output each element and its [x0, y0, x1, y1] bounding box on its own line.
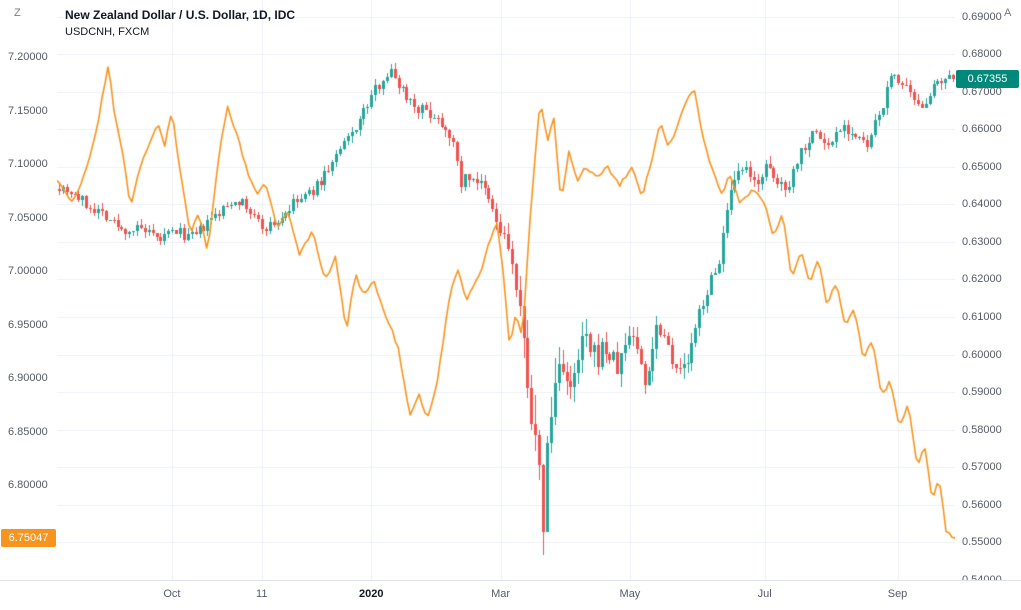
right-axis-tick: 0.67000 — [962, 85, 1002, 98]
time-axis-tick: Mar — [491, 588, 511, 600]
usdcnh-last-price-badge: 6.75047 — [1, 529, 56, 548]
right-axis-tick: 0.68000 — [962, 48, 1002, 61]
right-axis-tick: 0.64000 — [962, 198, 1002, 211]
right-axis-tick: 0.60000 — [962, 348, 1002, 361]
right-axis-tick: 0.69000 — [962, 10, 1002, 23]
right-axis-tick: 0.65000 — [962, 160, 1002, 173]
left-axis-tick: 6.90000 — [8, 372, 48, 385]
time-axis-tick: 2020 — [359, 588, 384, 600]
right-axis-tick: 0.61000 — [962, 311, 1002, 323]
left-axis-tick: 7.15000 — [8, 104, 48, 117]
left-axis-tick: 7.05000 — [8, 211, 48, 224]
left-axis-tick: 6.80000 — [8, 479, 48, 492]
left-axis-tick: 6.95000 — [8, 318, 48, 331]
left-axis-tick: 7.20000 — [8, 51, 48, 64]
time-axis-tick: May — [619, 588, 641, 600]
left-axis-tick: 6.85000 — [8, 425, 48, 438]
time-axis-tick: Jul — [757, 588, 772, 600]
timezone-button[interactable]: Z — [14, 7, 21, 19]
compare-symbol-title[interactable]: USDCNH, FXCM — [65, 26, 150, 38]
time-axis[interactable]: Oct 11 2020 Mar May Jul Sep — [0, 580, 1021, 610]
time-axis-tick: Oct — [163, 588, 181, 600]
right-price-axis[interactable]: 0.69000 0.68000 0.67000 0.66000 0.65000 0.640… — [955, 0, 1021, 586]
right-axis-tick: 0.62000 — [962, 273, 1002, 286]
symbol-title[interactable]: New Zealand Dollar / U.S. Dollar, 1D, ID… — [65, 8, 296, 22]
nzdusd-last-price-badge: 0.67355 — [956, 69, 1019, 88]
left-price-axis[interactable]: 7.20000 7.15000 7.10000 7.05000 7.00000 6.950… — [0, 0, 57, 580]
price-chart-canvas[interactable] — [57, 0, 955, 580]
right-axis-tick: 0.57000 — [962, 461, 1002, 473]
time-axis-tick: Sep — [887, 588, 908, 600]
chart-legend: New Zealand Dollar / U.S. Dollar, 1D, ID… — [65, 8, 295, 38]
right-axis-tick: 0.55000 — [962, 536, 1002, 548]
left-axis-tick: 7.10000 — [8, 158, 48, 171]
right-axis-tick: 0.58000 — [962, 423, 1002, 436]
right-axis-tick: 0.66000 — [962, 123, 1002, 136]
left-axis-tick: 7.00000 — [8, 265, 48, 278]
right-axis-tick: 0.59000 — [962, 386, 1002, 398]
right-axis-tick: 0.56000 — [962, 498, 1002, 511]
right-axis-tick: 0.63000 — [962, 235, 1002, 248]
time-axis-tick: 11 — [256, 588, 268, 600]
auto-scale-button[interactable]: A — [1004, 7, 1012, 19]
